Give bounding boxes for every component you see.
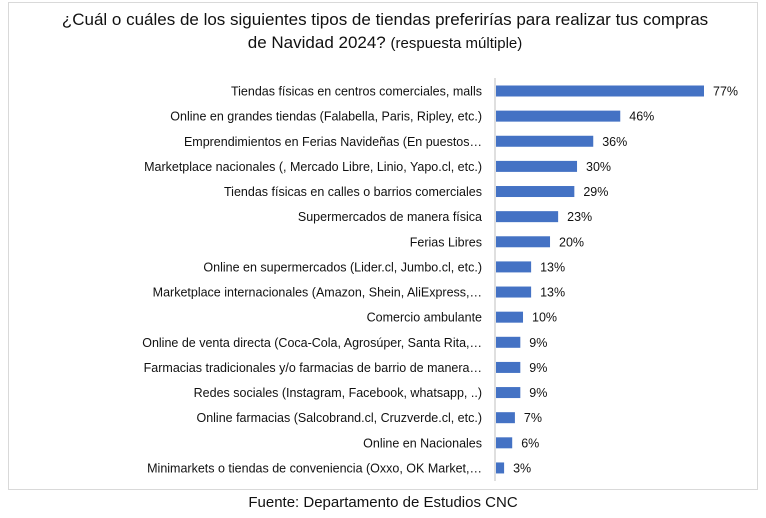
- category-label: Online en Nacionales: [363, 436, 482, 450]
- bar: [496, 110, 621, 122]
- data-label: 9%: [529, 386, 547, 400]
- category-label: Supermercados de manera física: [298, 210, 482, 224]
- bar: [496, 85, 704, 97]
- bar: [496, 437, 513, 449]
- bar: [496, 160, 578, 172]
- category-label: Tiendas físicas en centros comerciales, …: [231, 85, 482, 99]
- data-label: 13%: [540, 260, 565, 274]
- category-label: Online en grandes tiendas (Falabella, Pa…: [170, 110, 482, 124]
- category-label: Online de venta directa (Coca-Cola, Agro…: [142, 336, 482, 350]
- category-label: Comercio ambulante: [367, 311, 482, 325]
- data-label: 46%: [629, 110, 654, 124]
- category-label: Marketplace internacionales (Amazon, She…: [153, 286, 482, 300]
- bar: [496, 336, 521, 348]
- chart-subtitle: (respuesta múltiple): [390, 35, 523, 52]
- category-label: Ferias Libres: [410, 235, 482, 249]
- data-label: 9%: [529, 361, 547, 375]
- bar: [496, 186, 575, 198]
- chart-title-text: ¿Cuál o cuáles de los siguientes tipos d…: [61, 10, 709, 52]
- data-label: 30%: [586, 160, 611, 174]
- bar: [496, 135, 594, 147]
- bar: [496, 412, 515, 424]
- source-note: Fuente: Departamento de Estudios CNC: [248, 494, 518, 511]
- data-label: 23%: [567, 210, 592, 224]
- data-label: 10%: [532, 311, 557, 325]
- bar: [496, 387, 521, 399]
- bar: [496, 462, 505, 474]
- data-label: 77%: [713, 85, 738, 99]
- category-label: Online farmacias (Salcobrand.cl, Cruzver…: [196, 411, 482, 425]
- bar: [496, 311, 524, 323]
- data-label: 29%: [583, 185, 608, 199]
- bar: [496, 286, 532, 298]
- category-label: Tiendas físicas en calles o barrios come…: [224, 185, 482, 199]
- data-label: 7%: [524, 411, 542, 425]
- data-label: 3%: [513, 461, 531, 475]
- category-label: Online en supermercados (Lider.cl, Jumbo…: [203, 260, 482, 274]
- bar: [496, 361, 521, 373]
- category-label: Emprendimientos en Ferias Navideñas (En …: [184, 135, 482, 149]
- data-label: 9%: [529, 336, 547, 350]
- category-label: Redes sociales (Instagram, Facebook, wha…: [194, 386, 482, 400]
- data-label: 36%: [602, 135, 627, 149]
- bar-chart: Tiendas físicas en centros comerciales, …: [142, 78, 738, 481]
- bar: [496, 236, 551, 248]
- chart-frame: [8, 2, 758, 490]
- category-label: Marketplace nacionales (, Mercado Libre,…: [144, 160, 482, 174]
- bar: [496, 211, 559, 223]
- bar: [496, 261, 532, 273]
- category-label: Minimarkets o tiendas de conveniencia (O…: [147, 461, 482, 475]
- data-label: 20%: [559, 235, 584, 249]
- category-label: Farmacias tradicionales y/o farmacias de…: [144, 361, 482, 375]
- chart-title: ¿Cuál o cuáles de los siguientes tipos d…: [60, 8, 710, 55]
- data-label: 6%: [521, 436, 539, 450]
- data-label: 13%: [540, 286, 565, 300]
